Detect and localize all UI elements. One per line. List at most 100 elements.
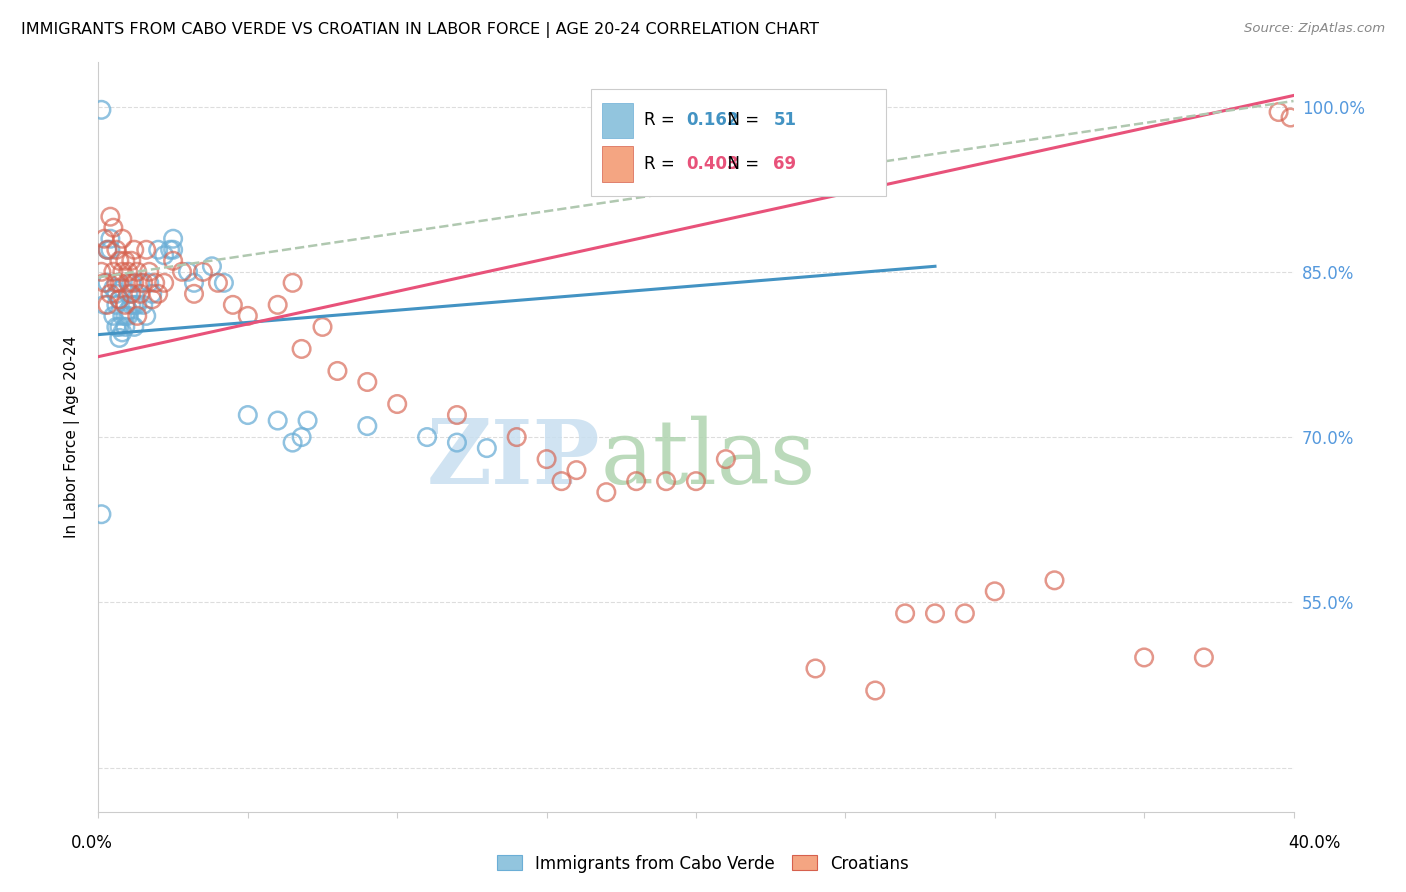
- Point: [117, 303, 139, 318]
- Point: [105, 298, 128, 312]
- Point: [96, 276, 118, 290]
- Point: [105, 319, 128, 334]
- Point: [117, 286, 139, 301]
- Point: [159, 243, 181, 257]
- Point: [96, 298, 118, 312]
- Point: [148, 286, 170, 301]
- Point: [117, 276, 139, 290]
- Point: [108, 331, 131, 345]
- Point: [90, 103, 112, 117]
- Point: [212, 276, 235, 290]
- Point: [446, 435, 468, 450]
- Point: [138, 276, 160, 290]
- Point: [111, 232, 134, 246]
- Point: [1279, 111, 1302, 125]
- Point: [153, 276, 176, 290]
- Point: [172, 265, 194, 279]
- Point: [1192, 650, 1215, 665]
- Point: [536, 452, 558, 467]
- Point: [281, 276, 304, 290]
- Text: atlas: atlas: [600, 416, 815, 503]
- Point: [138, 265, 160, 279]
- Point: [1133, 650, 1156, 665]
- Point: [141, 293, 163, 307]
- Text: N =: N =: [717, 112, 765, 129]
- Point: [117, 265, 139, 279]
- Point: [626, 474, 648, 488]
- Point: [105, 243, 128, 257]
- Point: [207, 276, 229, 290]
- Point: [98, 232, 122, 246]
- Text: IMMIGRANTS FROM CABO VERDE VS CROATIAN IN LABOR FORCE | AGE 20-24 CORRELATION CH: IMMIGRANTS FROM CABO VERDE VS CROATIAN I…: [21, 22, 820, 38]
- Point: [124, 319, 146, 334]
- Point: [565, 463, 588, 477]
- Point: [96, 243, 118, 257]
- Point: [108, 293, 131, 307]
- Point: [132, 276, 155, 290]
- Point: [162, 232, 184, 246]
- Point: [114, 309, 136, 323]
- Point: [124, 276, 146, 290]
- Point: [595, 485, 617, 500]
- Point: [236, 408, 259, 422]
- Point: [183, 276, 205, 290]
- Point: [120, 276, 142, 290]
- Point: [1267, 105, 1289, 120]
- Point: [865, 683, 887, 698]
- Point: [108, 319, 131, 334]
- Point: [98, 286, 122, 301]
- Point: [108, 276, 131, 290]
- Point: [90, 265, 112, 279]
- Point: [177, 265, 200, 279]
- Point: [804, 661, 827, 675]
- Text: N =: N =: [717, 155, 765, 173]
- Point: [98, 243, 122, 257]
- Point: [114, 319, 136, 334]
- Point: [550, 474, 572, 488]
- Y-axis label: In Labor Force | Age 20-24: In Labor Force | Age 20-24: [63, 336, 80, 538]
- Point: [162, 253, 184, 268]
- Point: [191, 265, 214, 279]
- Point: [135, 309, 157, 323]
- Point: [655, 474, 678, 488]
- Point: [127, 309, 149, 323]
- Text: 0.403: 0.403: [686, 155, 738, 173]
- Point: [120, 253, 142, 268]
- Point: [105, 286, 128, 301]
- Point: [105, 276, 128, 290]
- Text: 40.0%: 40.0%: [1288, 834, 1341, 852]
- Point: [111, 265, 134, 279]
- Point: [129, 286, 152, 301]
- Point: [475, 441, 498, 455]
- Point: [114, 253, 136, 268]
- Text: 0.0%: 0.0%: [70, 834, 112, 852]
- Point: [281, 435, 304, 450]
- Point: [326, 364, 349, 378]
- Point: [90, 507, 112, 521]
- Point: [114, 298, 136, 312]
- Point: [984, 584, 1007, 599]
- Point: [120, 286, 142, 301]
- Point: [103, 309, 125, 323]
- Point: [103, 220, 125, 235]
- Point: [127, 265, 149, 279]
- Text: 0.162: 0.162: [686, 112, 738, 129]
- Text: Source: ZipAtlas.com: Source: ZipAtlas.com: [1244, 22, 1385, 36]
- Point: [98, 210, 122, 224]
- Point: [93, 298, 115, 312]
- Point: [108, 253, 131, 268]
- Point: [93, 232, 115, 246]
- Point: [135, 243, 157, 257]
- Point: [124, 243, 146, 257]
- Point: [124, 298, 146, 312]
- Point: [297, 413, 319, 427]
- Point: [894, 607, 917, 621]
- Point: [132, 298, 155, 312]
- Point: [96, 243, 118, 257]
- Point: [111, 326, 134, 340]
- Text: 51: 51: [773, 112, 796, 129]
- Point: [108, 293, 131, 307]
- Point: [111, 309, 134, 323]
- Point: [183, 286, 205, 301]
- Point: [416, 430, 439, 444]
